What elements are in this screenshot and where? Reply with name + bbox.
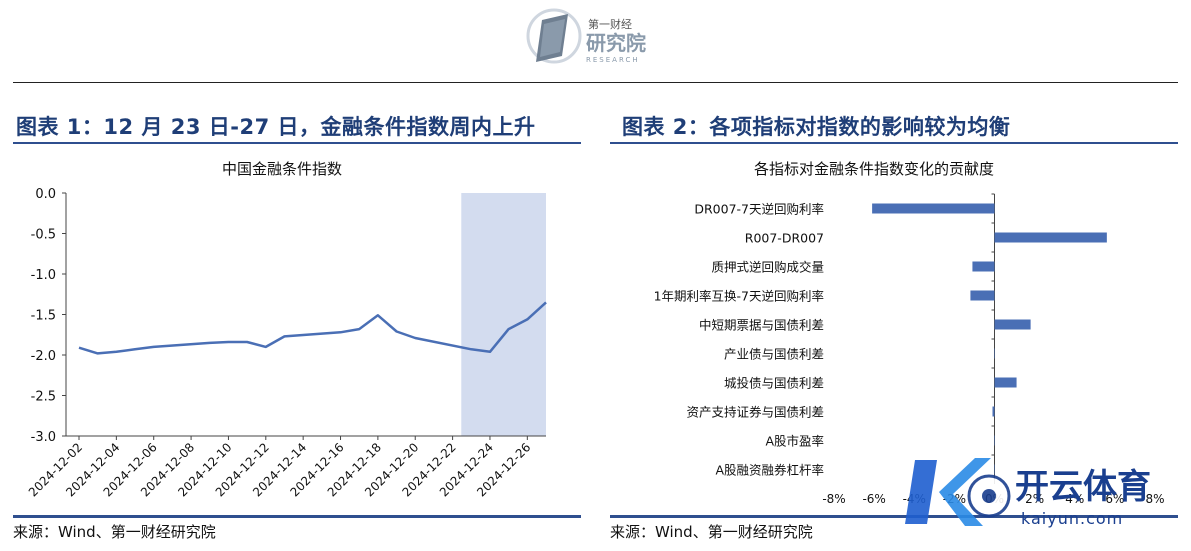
watermark-k-logo-icon: [905, 458, 1011, 526]
panel1-source: 来源：Wind、第一财经研究院: [13, 523, 216, 541]
y-tick-label: -1.0: [31, 268, 56, 283]
y-tick-label: -3.0: [31, 430, 56, 445]
panel1-title: 图表 1：12 月 23 日-27 日，金融条件指数周内上升: [16, 115, 536, 139]
bar: [970, 290, 995, 301]
bar: [972, 261, 995, 272]
y-tick-label: -1.5: [31, 309, 56, 324]
kaiyun-watermark: 开云体育 kaiyun.com: [905, 458, 1151, 528]
watermark-url: kaiyun.com: [1021, 509, 1123, 528]
chart2-bar-chart: DR007-7天逆回购利率 R007-DR007 质押式逆回购成交量 1年期利率互换-…: [654, 193, 1165, 506]
chart1-title: 中国金融条件指数: [222, 160, 343, 178]
x-tick-label: 4%: [1065, 492, 1084, 506]
category-label: DR007-7天逆回购利率: [694, 202, 824, 217]
category-label: 城投债与国债利差: [724, 376, 824, 391]
header-divider: [13, 82, 1178, 83]
logo-top-text: 第一财经: [588, 17, 632, 31]
x-tick-label: -8%: [822, 492, 845, 506]
y-tick-label: -2.0: [31, 349, 56, 364]
category-label: 1年期利率互换-7天逆回购利率: [654, 289, 824, 304]
bar: [994, 377, 1017, 388]
panel1-title-rule: [13, 142, 581, 144]
logo-main-text: 研究院: [586, 31, 646, 55]
bar: [994, 319, 1031, 330]
category-label: A股市盈率: [765, 434, 824, 449]
x-tick-label: 8%: [1145, 492, 1164, 506]
category-label: R007-DR007: [745, 231, 824, 246]
category-label: 质押式逆回购成交量: [711, 260, 824, 275]
bar: [994, 464, 995, 475]
panel2-bottom-rule: [610, 515, 1178, 518]
chart2-title: 各指标对金融条件指数变化的贡献度: [754, 160, 995, 178]
bar: [994, 435, 995, 446]
bar: [994, 348, 995, 359]
category-label: 资产支持证券与国债利差: [686, 405, 824, 420]
bar: [872, 203, 995, 214]
bar: [994, 232, 1107, 243]
research-institute-logo: 第一财经 研究院 RESEARCH: [526, 8, 646, 64]
x-tick-label: 2%: [1025, 492, 1044, 506]
y-tick-label: -2.5: [31, 390, 56, 405]
panel2-title-rule: [610, 142, 1178, 144]
category-label: 产业债与国债利差: [724, 347, 824, 362]
chart1-line-chart: 0.0-0.5-1.0-1.5-2.0-2.5-3.02024-12-02202…: [26, 187, 547, 499]
panel2-title: 图表 2：各项指标对指数的影响较为均衡: [622, 115, 1011, 139]
x-tick-label: 6%: [1105, 492, 1124, 506]
bar: [992, 406, 995, 417]
y-tick-label: 0.0: [35, 187, 56, 202]
category-label: 中短期票据与国债利差: [699, 318, 824, 333]
series-line: [78, 301, 547, 355]
watermark-text: 开云体育: [1015, 467, 1151, 507]
x-tick-label: -6%: [862, 492, 885, 506]
panel2-source: 来源：Wind、第一财经研究院: [610, 523, 813, 541]
logo-sub-text: RESEARCH: [586, 56, 640, 64]
y-tick-label: -0.5: [31, 228, 56, 243]
panel1-bottom-rule: [13, 515, 581, 518]
category-label: A股融资融券杠杆率: [715, 463, 824, 478]
